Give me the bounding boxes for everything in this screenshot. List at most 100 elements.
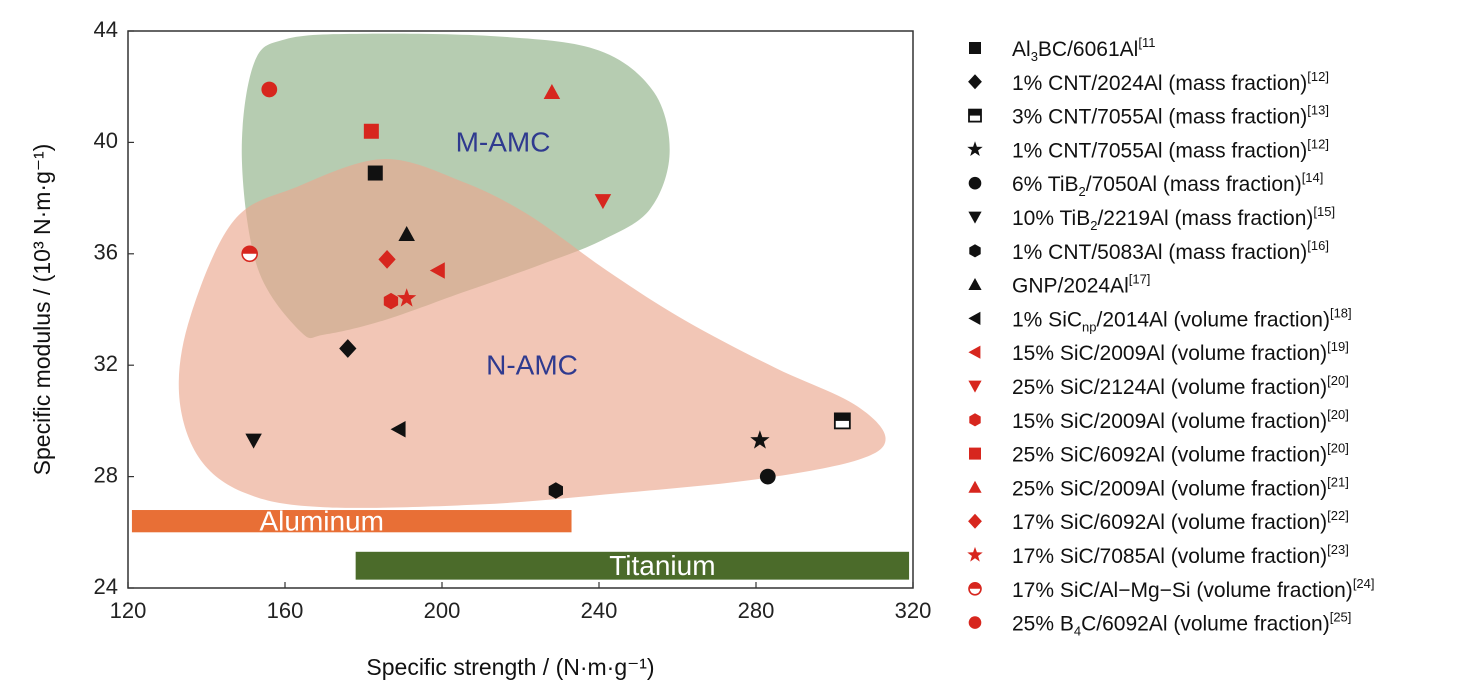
y-tick-label: 24	[94, 574, 118, 599]
legend-marker	[968, 581, 982, 596]
legend-item: 1% CNT/5083Al (mass fraction)[16]	[969, 238, 1329, 264]
legend-marker	[968, 616, 982, 629]
axis-ticks-layer: 120 160 200 240 280 320 24 28 32 36 40 44	[94, 17, 932, 623]
legend-label: 25% SiC/2009Al (volume fraction)[21]	[1012, 474, 1349, 500]
legend-label: 1% CNT/2024Al (mass fraction)[12]	[1012, 69, 1329, 95]
data-point-series-11	[594, 194, 612, 210]
plot-frame	[127, 30, 914, 589]
data-point-series-6	[245, 433, 262, 449]
bar-label-aluminum: Aluminum	[259, 506, 383, 537]
y-tick-label: 36	[94, 240, 118, 265]
data-point-series-12	[383, 292, 399, 310]
legend-label: 17% SiC/Al−Mg−Si (volume fraction)[24]	[1012, 576, 1375, 602]
data-point-series-3	[833, 412, 851, 430]
legend-label: 1% CNT/7055Al (mass fraction)[12]	[1012, 136, 1329, 162]
legend-item: 10% TiB2/2219Al (mass fraction)[15]	[968, 204, 1335, 233]
legend-label: 15% SiC/2009Al (volume fraction)[19]	[1012, 339, 1349, 365]
legend-marker	[969, 447, 981, 460]
legend-marker	[968, 278, 982, 290]
legend-label: 3% CNT/7055Al (mass fraction)[13]	[1012, 103, 1329, 129]
legend-item: 15% SiC/2009Al (volume fraction)[19]	[968, 339, 1349, 365]
y-tick-label: 28	[94, 462, 118, 487]
x-tick-label: 200	[424, 598, 461, 623]
y-tick-label: 44	[94, 17, 118, 42]
reference-bars-layer: Aluminum Titanium	[131, 506, 910, 581]
legend-marker	[969, 42, 981, 54]
legend-label: 1% SiCnp/2014Al (volume fraction)[18]	[1012, 305, 1352, 334]
data-point-series-7	[548, 482, 563, 499]
legend-marker	[968, 211, 982, 224]
legend-item: 1% SiCnp/2014Al (volume fraction)[18]	[968, 305, 1352, 334]
bar-aluminum	[131, 510, 572, 533]
legend-marker	[969, 413, 981, 427]
legend-item: 25% SiC/2009Al (volume fraction)[21]	[968, 474, 1349, 500]
legend-item: 17% SiC/Al−Mg−Si (volume fraction)[24]	[968, 576, 1375, 602]
legend-label: 25% SiC/6092Al (volume fraction)[20]	[1012, 441, 1349, 467]
legend-marker	[968, 311, 981, 325]
legend-label: Al3BC/6061Al[11	[1012, 35, 1155, 64]
legend-item: 25% B4C/6092Al (volume fraction)[25]	[968, 610, 1351, 639]
data-point-series-17	[241, 245, 258, 263]
x-axis-label: Specific strength / (N·m·g⁻¹)	[366, 654, 654, 680]
legend-item: 25% SiC/6092Al (volume fraction)[20]	[969, 441, 1349, 467]
legend-label: 10% TiB2/2219Al (mass fraction)[15]	[1012, 204, 1335, 233]
legend-marker	[968, 513, 982, 529]
data-point-series-18	[261, 81, 278, 98]
regions-layer: M-AMC N-AMC	[178, 33, 886, 508]
legend-marker	[968, 74, 982, 90]
legend-marker	[968, 480, 982, 493]
legend-item: 3% CNT/7055Al (mass fraction)[13]	[968, 103, 1329, 129]
legend-item: 25% SiC/2124Al (volume fraction)[20]	[968, 373, 1349, 399]
data-point-series-5	[759, 468, 776, 485]
legend-marker	[968, 380, 982, 393]
data-points-layer	[241, 81, 851, 499]
data-point-series-2	[339, 339, 357, 358]
legend-label: 6% TiB2/7050Al (mass fraction)[14]	[1012, 170, 1323, 199]
legend-label: 17% SiC/7085Al (volume fraction)[23]	[1012, 542, 1349, 568]
legend-marker	[967, 141, 983, 156]
legend-label: 17% SiC/6092Al (volume fraction)[22]	[1012, 508, 1349, 534]
data-point-series-15	[378, 249, 396, 269]
legend-label: 25% SiC/2124Al (volume fraction)[20]	[1012, 373, 1349, 399]
legend-label: GNP/2024Al[17]	[1012, 272, 1150, 298]
bar-label-titanium: Titanium	[609, 550, 715, 581]
legend-item: 15% SiC/2009Al (volume fraction)[20]	[969, 407, 1349, 433]
x-tick-label: 320	[895, 598, 932, 623]
legend-label: 15% SiC/2009Al (volume fraction)[20]	[1012, 407, 1349, 433]
legend-item: 1% CNT/2024Al (mass fraction)[12]	[968, 69, 1329, 95]
legend-marker	[968, 176, 982, 190]
legend-item: 17% SiC/6092Al (volume fraction)[22]	[968, 508, 1349, 534]
data-point-series-16	[397, 288, 417, 307]
data-point-series-10	[429, 262, 445, 279]
y-tick-label: 40	[94, 128, 118, 153]
x-tick-label: 280	[738, 598, 775, 623]
legend-item: Al3BC/6061Al[11	[969, 35, 1155, 64]
data-point-series-8	[398, 226, 415, 242]
legend-item: 6% TiB2/7050Al (mass fraction)[14]	[968, 170, 1323, 199]
data-point-series-9	[390, 421, 406, 438]
legend-item: 17% SiC/7085Al (volume fraction)[23]	[967, 542, 1349, 568]
region-label-m-amc: M-AMC	[456, 126, 551, 157]
region-n-amc	[178, 159, 886, 508]
y-axis-label: Specific modulus / (10³ N·m·g⁻¹)	[29, 144, 55, 476]
legend-marker	[967, 546, 983, 562]
data-point-series-1	[367, 165, 383, 181]
x-tick-label: 120	[110, 598, 147, 623]
data-point-series-14	[543, 84, 561, 100]
region-label-n-amc: N-AMC	[486, 349, 578, 380]
bar-titanium	[355, 551, 910, 580]
legend-marker	[968, 108, 982, 123]
legend-item: GNP/2024Al[17]	[968, 272, 1150, 298]
legend-label: 1% CNT/5083Al (mass fraction)[16]	[1012, 238, 1329, 264]
data-point-series-4	[750, 430, 770, 449]
legend-item: 1% CNT/7055Al (mass fraction)[12]	[967, 136, 1329, 162]
legend-label: 25% B4C/6092Al (volume fraction)[25]	[1012, 610, 1351, 639]
legend-marker	[969, 244, 981, 258]
y-tick-label: 32	[94, 351, 118, 376]
data-point-series-13	[363, 123, 379, 139]
legend-marker	[968, 345, 981, 359]
legend: Al3BC/6061Al[11 1% CNT/2024Al (mass fract…	[967, 35, 1375, 639]
x-tick-label: 240	[581, 598, 618, 623]
x-tick-label: 160	[267, 598, 304, 623]
